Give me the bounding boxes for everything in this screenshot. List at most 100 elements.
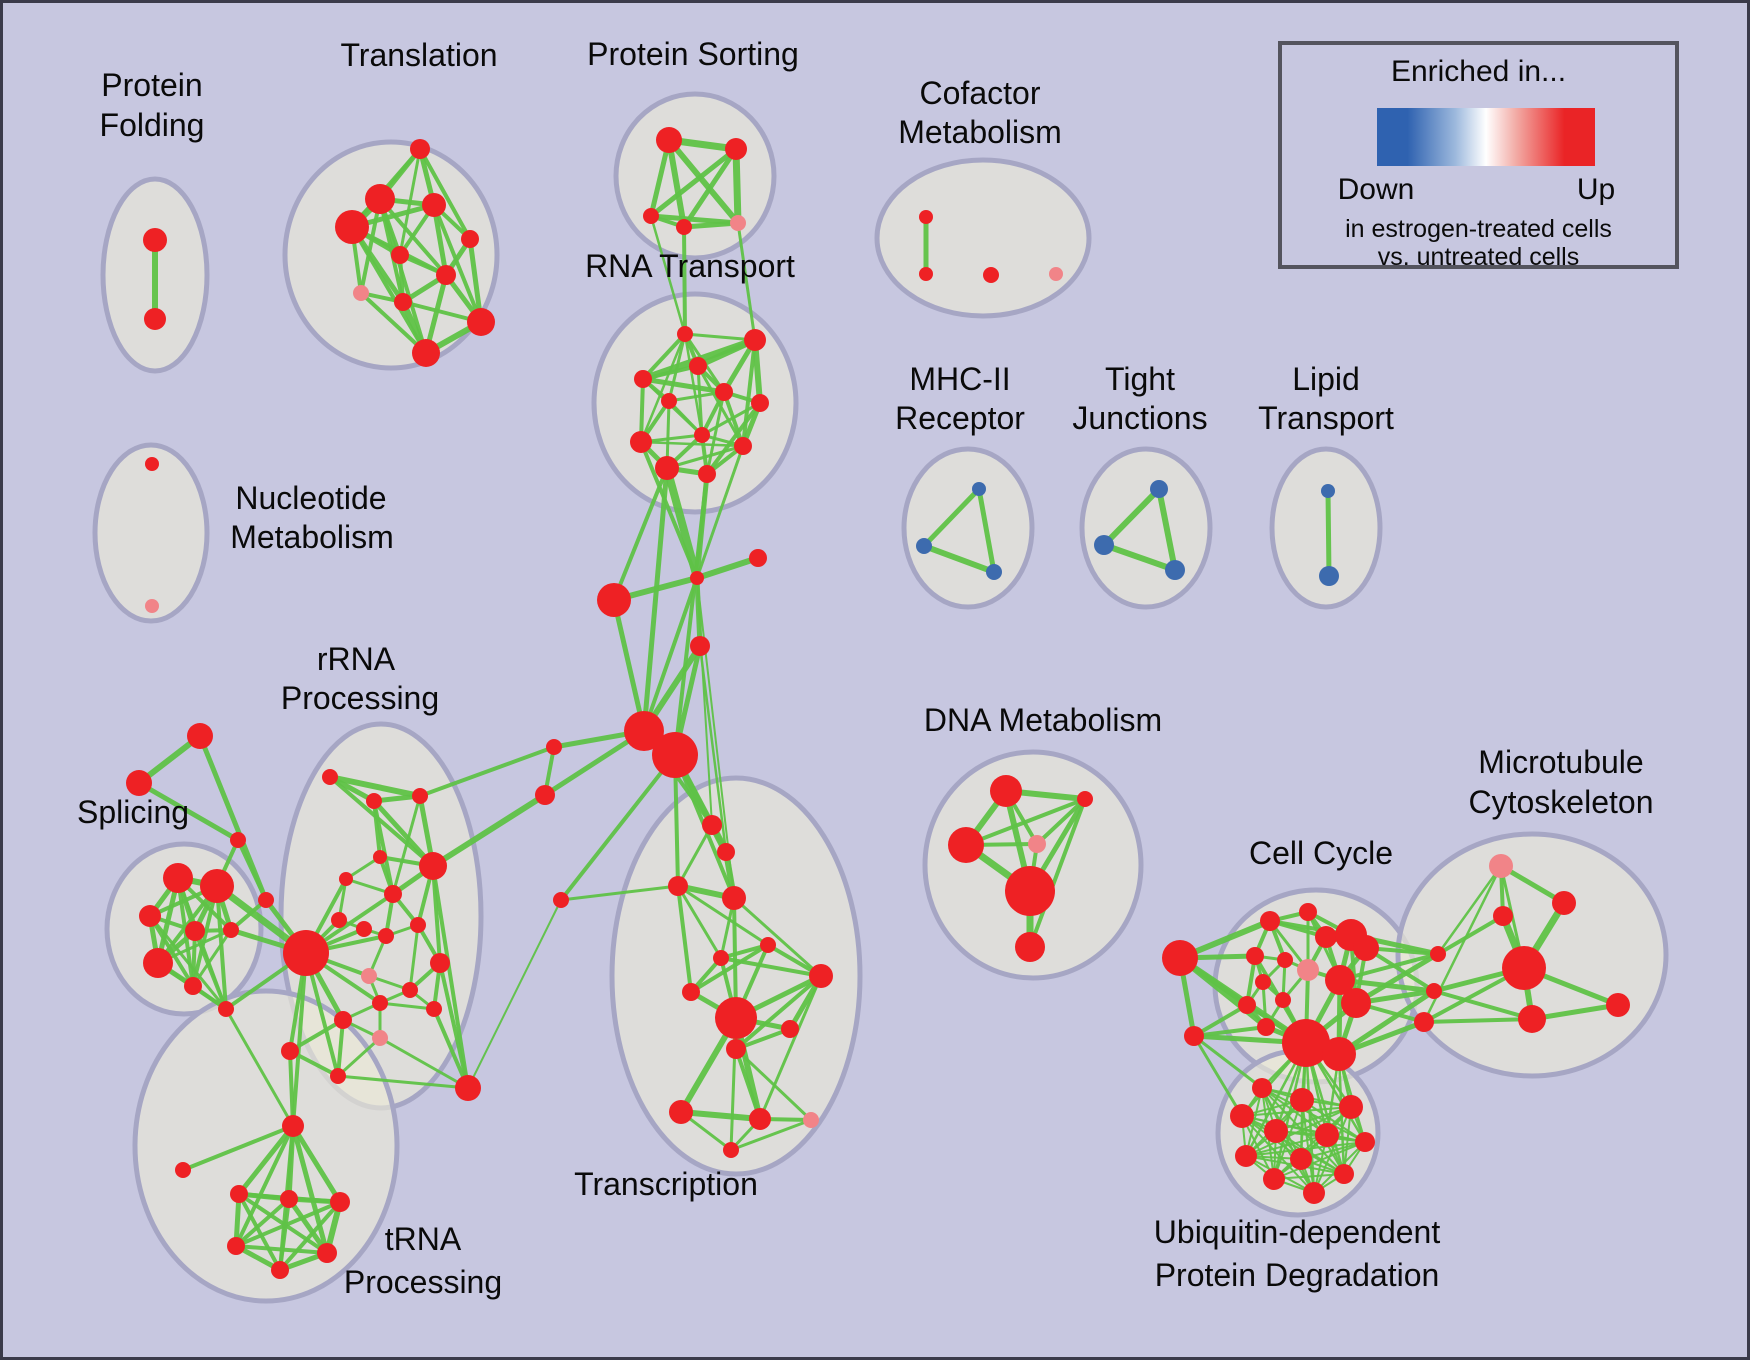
node-D5[interactable] bbox=[1015, 932, 1045, 962]
node-D2[interactable] bbox=[948, 827, 984, 863]
node-TU1[interactable] bbox=[126, 770, 152, 796]
node-L2[interactable] bbox=[535, 785, 555, 805]
node-TN7[interactable] bbox=[271, 1261, 289, 1279]
node-RT8[interactable] bbox=[630, 431, 652, 453]
node-S7[interactable] bbox=[218, 1001, 234, 1017]
node-RT6[interactable] bbox=[751, 394, 769, 412]
node-S5[interactable] bbox=[143, 948, 173, 978]
node-CF2[interactable] bbox=[983, 267, 999, 283]
node-T2[interactable] bbox=[335, 210, 369, 244]
node-RT4[interactable] bbox=[661, 393, 677, 409]
node-T5[interactable] bbox=[391, 246, 409, 264]
node-RT2[interactable] bbox=[689, 357, 707, 375]
node-R20[interactable] bbox=[330, 1068, 346, 1084]
node-C14[interactable] bbox=[1257, 1018, 1275, 1036]
node-C12[interactable] bbox=[1275, 992, 1291, 1008]
node-H3[interactable] bbox=[690, 636, 710, 656]
node-RT0[interactable] bbox=[677, 326, 693, 342]
node-R7[interactable] bbox=[331, 912, 347, 928]
node-H0[interactable] bbox=[690, 571, 704, 585]
node-C2[interactable] bbox=[1260, 911, 1280, 931]
node-RT5[interactable] bbox=[715, 383, 733, 401]
node-S2[interactable] bbox=[139, 905, 161, 927]
node-TN0[interactable] bbox=[282, 1115, 304, 1137]
node-MH2[interactable] bbox=[986, 564, 1002, 580]
node-U5[interactable] bbox=[1315, 1123, 1339, 1147]
node-D1[interactable] bbox=[1077, 791, 1093, 807]
node-PS0[interactable] bbox=[656, 127, 682, 153]
node-R9[interactable] bbox=[378, 928, 394, 944]
node-TR14[interactable] bbox=[723, 1142, 739, 1158]
node-M5[interactable] bbox=[1426, 983, 1442, 999]
node-N0[interactable] bbox=[145, 457, 159, 471]
node-BR0[interactable] bbox=[258, 892, 274, 908]
node-U4[interactable] bbox=[1264, 1119, 1288, 1143]
node-M1[interactable] bbox=[1552, 891, 1576, 915]
node-S0[interactable] bbox=[163, 863, 193, 893]
node-H2[interactable] bbox=[749, 549, 767, 567]
node-CF0[interactable] bbox=[919, 210, 933, 224]
node-MH1[interactable] bbox=[916, 538, 932, 554]
node-TR5[interactable] bbox=[713, 950, 729, 966]
node-PF0[interactable] bbox=[143, 228, 167, 252]
node-S1[interactable] bbox=[200, 869, 234, 903]
node-B2[interactable] bbox=[652, 732, 698, 778]
node-U7[interactable] bbox=[1235, 1145, 1257, 1167]
node-C6[interactable] bbox=[1353, 935, 1379, 961]
node-U9[interactable] bbox=[1334, 1164, 1354, 1184]
node-RT1[interactable] bbox=[744, 329, 766, 351]
node-R1[interactable] bbox=[366, 793, 382, 809]
node-TU0[interactable] bbox=[187, 723, 213, 749]
node-RT7[interactable] bbox=[694, 427, 710, 443]
node-R16[interactable] bbox=[334, 1011, 352, 1029]
node-TN6[interactable] bbox=[317, 1243, 337, 1263]
node-PS4[interactable] bbox=[730, 215, 746, 231]
node-TR11[interactable] bbox=[669, 1100, 693, 1124]
node-TR4[interactable] bbox=[760, 937, 776, 953]
node-R3[interactable] bbox=[373, 850, 387, 864]
node-TR2[interactable] bbox=[668, 876, 688, 896]
node-R19[interactable] bbox=[281, 1042, 299, 1060]
node-C9[interactable] bbox=[1297, 959, 1319, 981]
node-T6[interactable] bbox=[436, 265, 456, 285]
node-M2[interactable] bbox=[1493, 906, 1513, 926]
node-D4[interactable] bbox=[1005, 866, 1055, 916]
node-TU2[interactable] bbox=[230, 832, 246, 848]
node-C8[interactable] bbox=[1277, 952, 1293, 968]
node-U3[interactable] bbox=[1230, 1104, 1254, 1128]
node-RT9[interactable] bbox=[734, 437, 752, 455]
node-TR1[interactable] bbox=[717, 843, 735, 861]
node-U8[interactable] bbox=[1290, 1148, 1312, 1170]
node-M6[interactable] bbox=[1414, 1012, 1434, 1032]
node-H1[interactable] bbox=[597, 583, 631, 617]
node-C13[interactable] bbox=[1238, 996, 1256, 1014]
node-C7[interactable] bbox=[1246, 947, 1264, 965]
node-B1[interactable] bbox=[624, 711, 664, 751]
node-U0[interactable] bbox=[1252, 1078, 1272, 1098]
node-R12[interactable] bbox=[283, 930, 329, 976]
node-C0[interactable] bbox=[1162, 940, 1198, 976]
node-T0[interactable] bbox=[410, 139, 430, 159]
node-T3[interactable] bbox=[422, 193, 446, 217]
node-R8[interactable] bbox=[356, 921, 372, 937]
node-RT3[interactable] bbox=[634, 370, 652, 388]
node-R15[interactable] bbox=[372, 995, 388, 1011]
node-C10[interactable] bbox=[1325, 965, 1355, 995]
node-PS3[interactable] bbox=[676, 219, 692, 235]
node-M0[interactable] bbox=[1489, 854, 1513, 878]
node-R14[interactable] bbox=[402, 982, 418, 998]
node-C11[interactable] bbox=[1255, 974, 1271, 990]
node-T8[interactable] bbox=[394, 293, 412, 311]
node-M3[interactable] bbox=[1502, 946, 1546, 990]
node-R6[interactable] bbox=[384, 885, 402, 903]
node-TR6[interactable] bbox=[809, 964, 833, 988]
node-TN3[interactable] bbox=[280, 1190, 298, 1208]
node-T7[interactable] bbox=[353, 285, 369, 301]
node-R13[interactable] bbox=[361, 968, 377, 984]
node-T9[interactable] bbox=[467, 308, 495, 336]
node-C17[interactable] bbox=[1341, 988, 1371, 1018]
node-C16[interactable] bbox=[1322, 1037, 1356, 1071]
node-R11[interactable] bbox=[430, 953, 450, 973]
node-TR0[interactable] bbox=[702, 815, 722, 835]
node-TR3[interactable] bbox=[722, 886, 746, 910]
